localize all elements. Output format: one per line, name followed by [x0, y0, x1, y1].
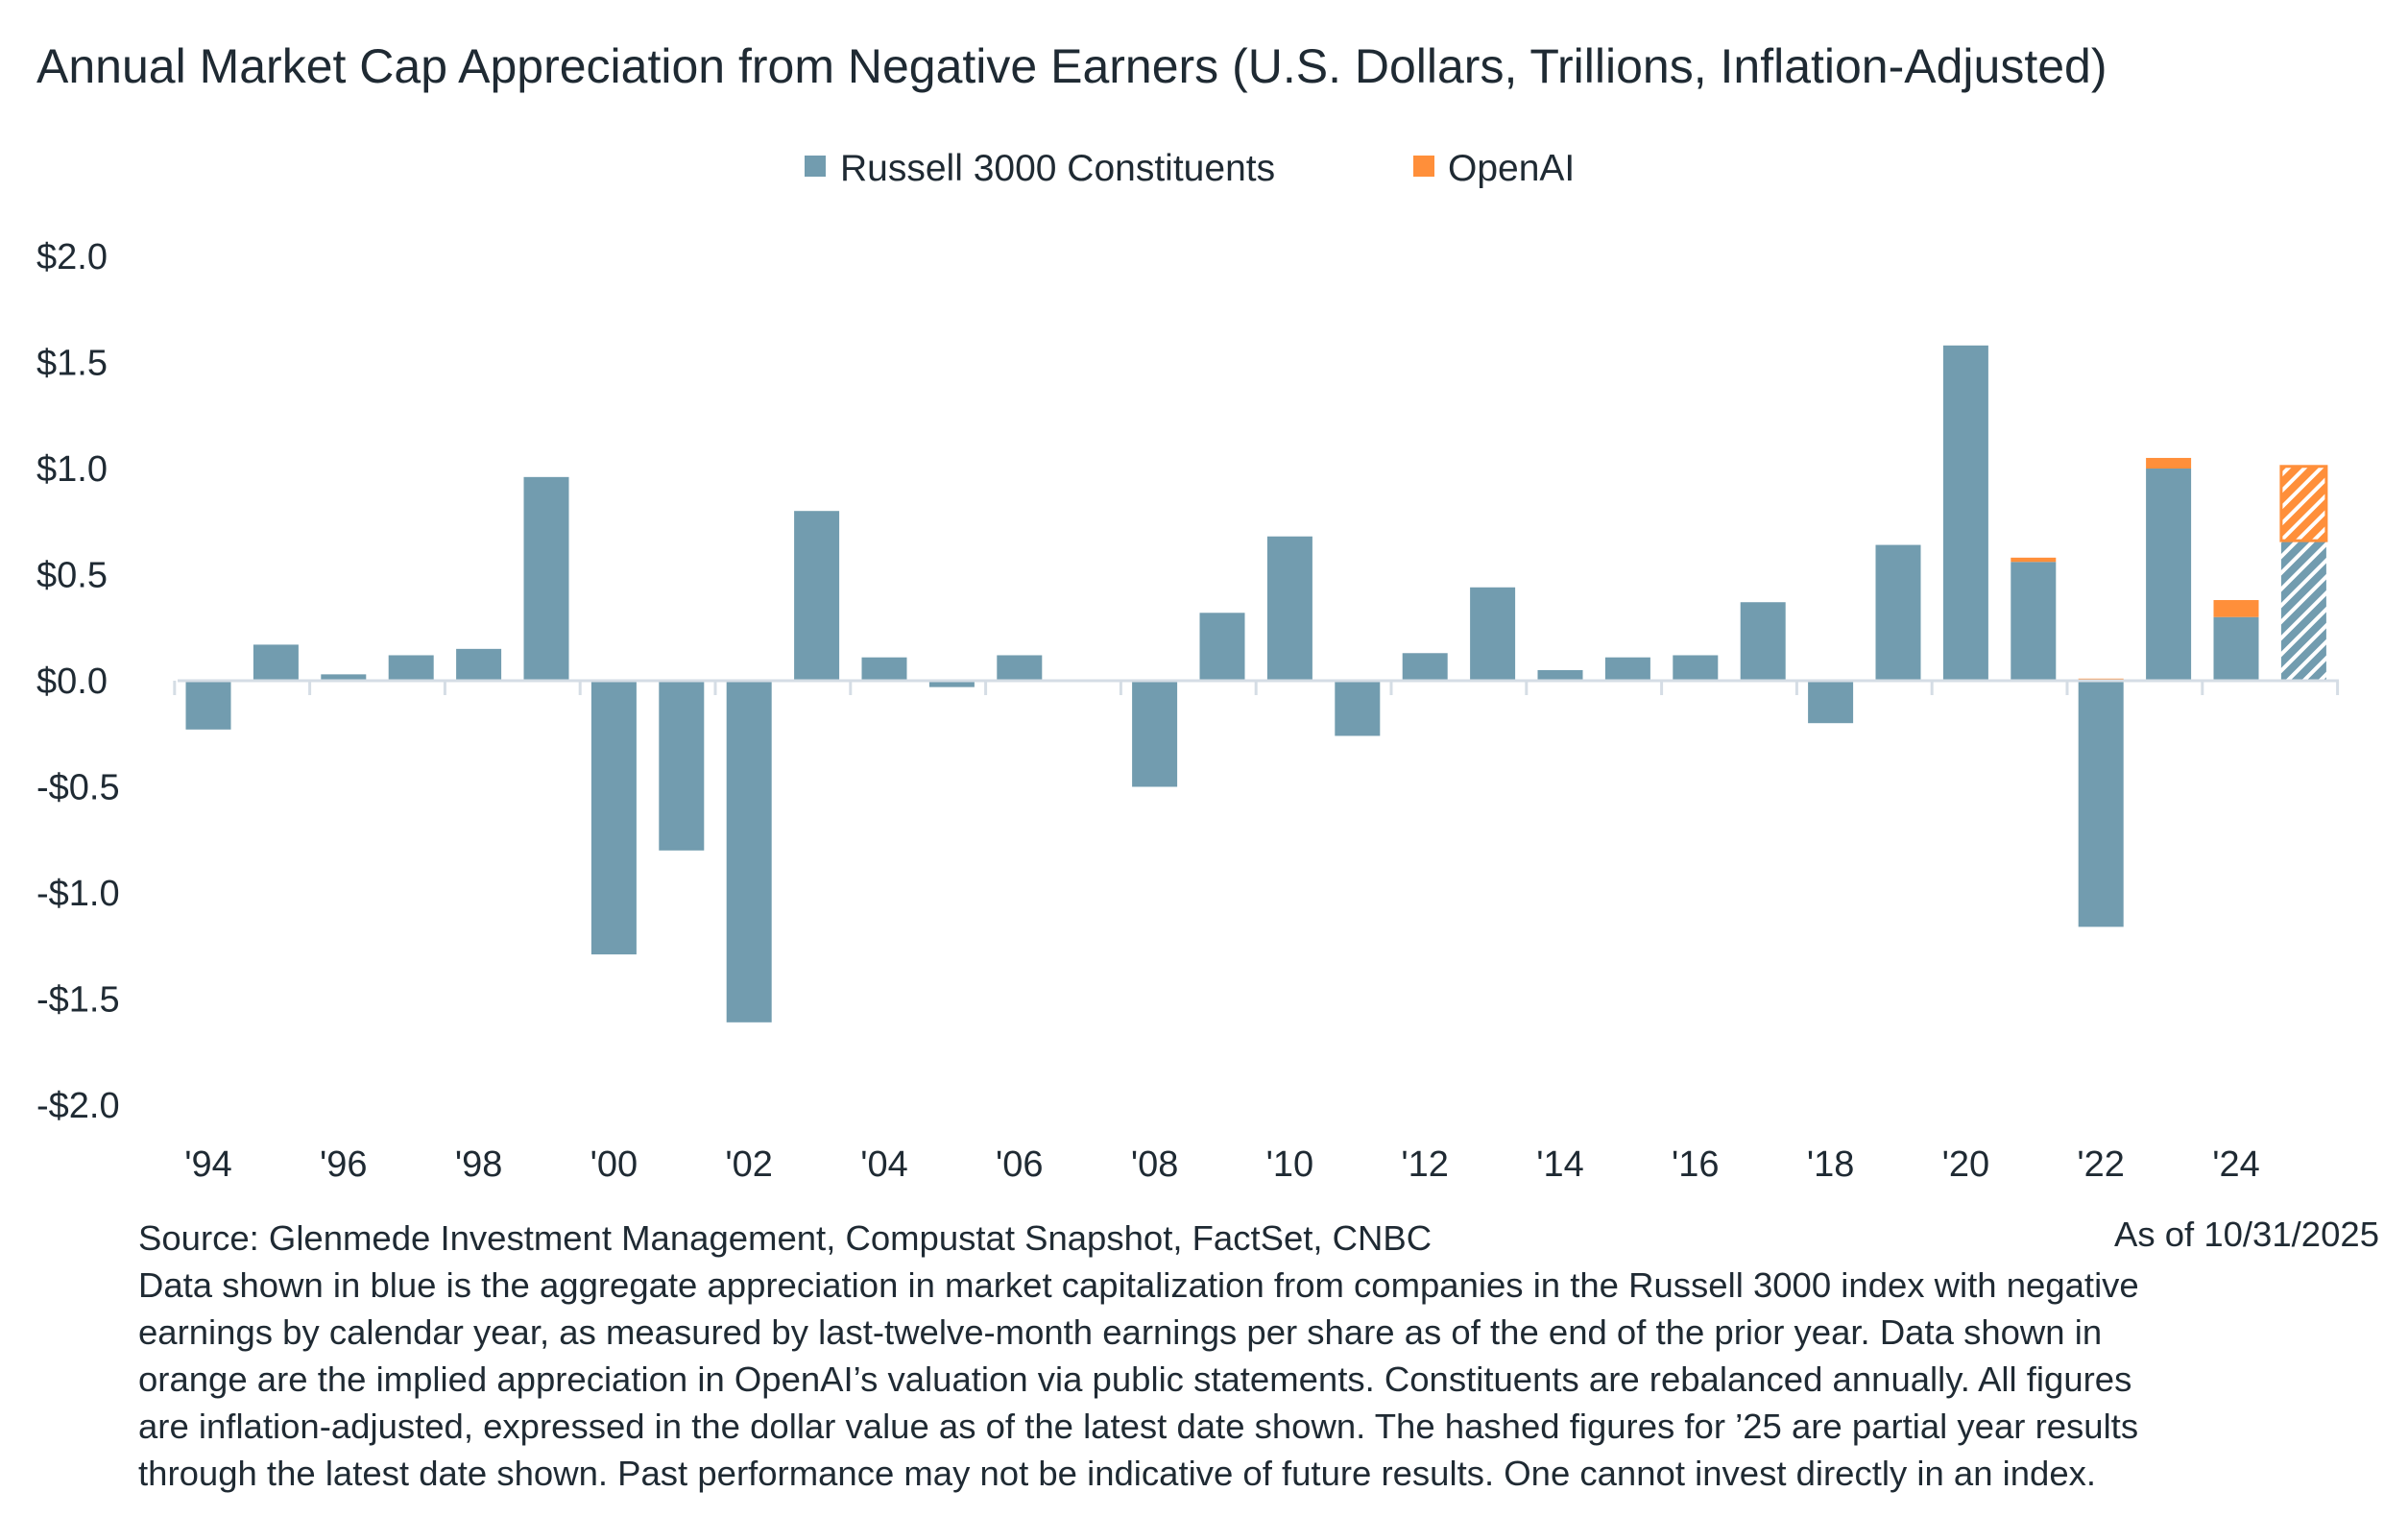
y-tick-label: -$2.0: [36, 1086, 120, 1126]
y-tick-label: -$1.5: [36, 980, 120, 1021]
bar-openai: [2146, 457, 2192, 469]
bar-russell-3000: [2078, 681, 2124, 927]
x-tick-label: '18: [1807, 1144, 1855, 1185]
bar-russell-3000: [1266, 536, 1312, 681]
x-tick-label: '04: [860, 1144, 908, 1185]
x-tick-label: '12: [1401, 1144, 1449, 1185]
bar-russell-3000: [2011, 562, 2057, 681]
legend: Russell 3000 Constituents OpenAI: [805, 148, 1575, 189]
y-tick-label: -$0.5: [36, 768, 120, 808]
bar-russell-3000: [523, 476, 569, 681]
x-tick-label: '10: [1266, 1144, 1314, 1185]
bar-russell-3000: [1132, 681, 1178, 787]
bar-russell-3000: [726, 681, 772, 1023]
bars: [185, 345, 2328, 1023]
bar-russell-3000: [321, 674, 367, 681]
bar-russell-3000: [794, 511, 840, 681]
chart-title: Annual Market Cap Appreciation from Nega…: [36, 39, 2107, 93]
bar-russell-3000: [1199, 613, 1245, 681]
footnote-line: Data shown in blue is the aggregate appr…: [138, 1265, 2139, 1305]
footnote-line: through the latest date shown. Past perf…: [138, 1454, 2097, 1493]
y-tick-label: -$1.0: [36, 874, 120, 914]
bar-russell-3000: [1740, 602, 1786, 681]
bar-russell-3000: [861, 657, 907, 681]
bar-openai: [2213, 600, 2259, 617]
footnote-line: are inflation-adjusted, expressed in the…: [138, 1407, 2139, 1446]
x-tick-label: '02: [725, 1144, 773, 1185]
x-tick-label: '00: [590, 1144, 638, 1185]
y-tick-label: $1.5: [36, 344, 108, 384]
x-tick-label: '06: [996, 1144, 1044, 1185]
footnote-line: orange are the implied appreciation in O…: [138, 1360, 2132, 1399]
as-of-date: As of 10/31/2025: [2114, 1215, 2379, 1254]
bar-russell-3000: [1875, 544, 1921, 681]
bar-russell-3000: [2146, 469, 2192, 681]
footnote-line: earnings by calendar year, as measured b…: [138, 1312, 2103, 1352]
bar-russell-3000: [997, 655, 1043, 681]
x-tick-label: '22: [2077, 1144, 2125, 1185]
bar-russell-3000: [1604, 657, 1650, 681]
x-tick-label: '20: [1942, 1144, 1990, 1185]
legend-swatch-russell: [805, 156, 826, 177]
x-tick-label: '24: [2212, 1144, 2260, 1185]
source-note: Source: Glenmede Investment Management, …: [138, 1218, 1433, 1258]
bar-russell-3000: [185, 681, 231, 730]
legend-swatch-openai: [1413, 156, 1434, 177]
legend-label: Russell 3000 Constituents: [840, 148, 1275, 189]
y-tick-label: $0.0: [36, 662, 108, 702]
bar-chart: Russell 3000 Constituents OpenAI $2.0 $1.5…: [36, 148, 2340, 1185]
bar-russell-3000: [456, 648, 502, 681]
bar-russell-3000: [1808, 681, 1854, 724]
x-tick-label: '98: [455, 1144, 503, 1185]
bar-russell-3000: [928, 681, 975, 687]
bar-russell-3000: [1335, 681, 1381, 736]
x-tick-label: '94: [184, 1144, 232, 1185]
bar-russell-3000: [2280, 541, 2326, 681]
bar-openai: [2011, 557, 2057, 563]
bar-russell-3000: [388, 655, 434, 681]
x-tick-label: '96: [320, 1144, 368, 1185]
bar-russell-3000: [1673, 655, 1719, 681]
bar-russell-3000: [253, 644, 299, 681]
bar-russell-3000: [2213, 616, 2259, 681]
y-tick-label: $2.0: [36, 237, 108, 277]
bar-russell-3000: [1470, 587, 1516, 681]
x-tick-label: '14: [1536, 1144, 1584, 1185]
x-axis: '94 '96 '98 '00 '02 '04 '06 '08 '10 '12 '14 '16 '18 '…: [173, 679, 2340, 1185]
bar-russell-3000: [590, 681, 637, 955]
bar-russell-3000: [1942, 345, 1988, 681]
y-tick-label: $1.0: [36, 449, 108, 490]
bar-russell-3000: [1537, 669, 1583, 681]
bar-openai: [2279, 465, 2328, 542]
bar-russell-3000: [659, 681, 705, 851]
y-tick-label: $0.5: [36, 556, 108, 596]
legend-label: OpenAI: [1448, 148, 1575, 189]
x-tick-label: '16: [1672, 1144, 1720, 1185]
y-axis: $2.0 $1.5 $1.0 $0.5 $0.0 -$0.5 -$1.0 -$1.5 -$2.0: [36, 237, 120, 1126]
x-tick-label: '08: [1131, 1144, 1179, 1185]
bar-russell-3000: [1402, 653, 1448, 681]
